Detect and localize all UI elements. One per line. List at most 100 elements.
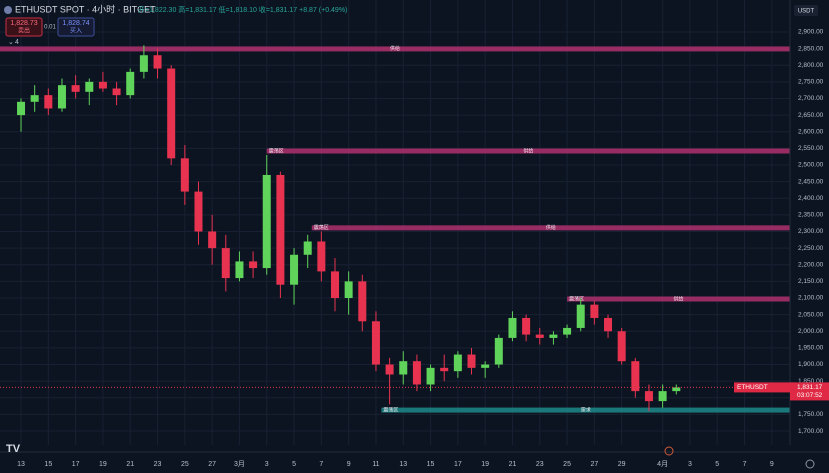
candle-body [30,95,39,102]
buy-button[interactable] [57,17,95,37]
symbol: ETHUSDT SPOT · 4小时 · BITGET [15,3,156,14]
zone-label: 需求 [581,406,591,413]
x-tick-label: 25 [563,461,571,468]
candle-body [139,55,148,72]
settings-icon[interactable] [805,459,815,469]
candle-body [71,85,80,92]
currency: USDT [798,9,815,15]
candle-body [221,248,230,279]
candle-body [180,158,189,192]
x-tick-label: 3 [688,461,692,468]
candle-body [467,354,476,368]
spread: 0.01 [44,25,56,31]
candle-body [385,364,394,375]
zone-label: 供给 [523,147,533,154]
y-tick-label: 1,950.00 [798,345,824,352]
indicator-count[interactable]: 4 [15,39,19,46]
x-tick-label: 5 [715,461,719,468]
sell-label: 卖出 [18,27,30,35]
y-tick-label: 2,400.00 [798,195,824,202]
x-tick-label: 3月 [234,460,245,468]
collapse-arrow[interactable]: ⌄ [8,39,14,46]
candle-body [194,191,203,232]
candle-body [17,101,26,116]
candle-body [508,317,517,338]
x-tick-label: 9 [347,461,351,468]
x-tick-label: 17 [454,461,462,468]
x-tick-label: 7 [319,461,323,468]
candle-body [276,174,285,285]
candle-body [440,367,449,372]
x-tick-label: 15 [44,461,52,468]
candle-body [358,281,367,322]
x-tick-label: 11 [372,461,379,468]
y-tick-label: 2,800.00 [798,62,824,69]
x-tick-label: 13 [399,461,407,468]
zone-label: 震荡区 [314,224,329,231]
price-tag-price: 1,831.17 [797,384,823,391]
logo: TV [6,443,21,455]
zone-label: 震荡区 [569,295,584,302]
candle-body [631,361,640,392]
y-tick-label: 2,100.00 [798,295,824,302]
y-tick-label: 2,200.00 [798,261,824,268]
event-icon[interactable] [664,446,674,456]
candle-body [617,331,626,362]
x-tick-label: 13 [17,461,25,468]
y-tick-label: 2,500.00 [798,162,824,169]
y-tick-label: 2,150.00 [798,278,824,285]
x-tick-label: 9 [770,461,774,468]
y-tick-label: 2,350.00 [798,212,824,219]
sell-button[interactable] [5,17,43,37]
zone [266,148,790,154]
x-tick-label: 29 [618,461,626,468]
zone [381,407,790,413]
y-tick-label: 2,600.00 [798,128,824,135]
candle-body [331,271,340,299]
y-tick-label: 2,850.00 [798,45,824,52]
y-tick-label: 1,700.00 [798,428,824,435]
y-tick-label: 2,450.00 [798,178,824,185]
sell-price: 1,828.73 [10,20,37,27]
y-tick-label: 2,250.00 [798,245,824,252]
candle-body [576,304,585,328]
currency-box[interactable] [794,5,818,16]
candle-body [399,361,408,375]
zone-label: 供给 [674,295,684,302]
candle-body [481,364,490,368]
candle-body [249,261,258,269]
buy-label: 买入 [70,27,82,35]
y-tick-label: 2,750.00 [798,79,824,86]
candle-body [453,354,462,372]
zone [567,296,790,302]
candle-body [371,321,380,365]
y-tick-label: 1,750.00 [798,411,824,418]
candle-body [57,85,66,109]
candle-body [112,88,121,96]
y-tick-label: 2,900.00 [798,29,824,36]
buy-price: 1,828.74 [62,20,89,27]
candle-body [235,261,244,279]
x-tick-label: 3 [265,461,269,468]
x-tick-label: 19 [99,461,107,468]
y-tick-label: 1,850.00 [798,378,824,385]
zone-label: 震荡区 [269,147,284,154]
candle-body [563,327,572,335]
candle-body [126,71,135,96]
symbol-icon [4,6,12,14]
y-tick-label: 2,050.00 [798,311,824,318]
zone [0,46,790,52]
x-tick-label: 7 [743,461,747,468]
x-tick-label: 23 [536,461,544,468]
candle-body [412,361,421,385]
candle-body [208,231,217,249]
candle-body [153,55,162,69]
candle-body [303,241,312,255]
price-tag-box [790,382,829,401]
y-tick-label: 2,650.00 [798,112,824,119]
x-tick-label: 21 [126,461,134,468]
candle-body [672,387,681,392]
candle-body [85,81,94,92]
x-tick-label: 4月 [657,460,668,468]
